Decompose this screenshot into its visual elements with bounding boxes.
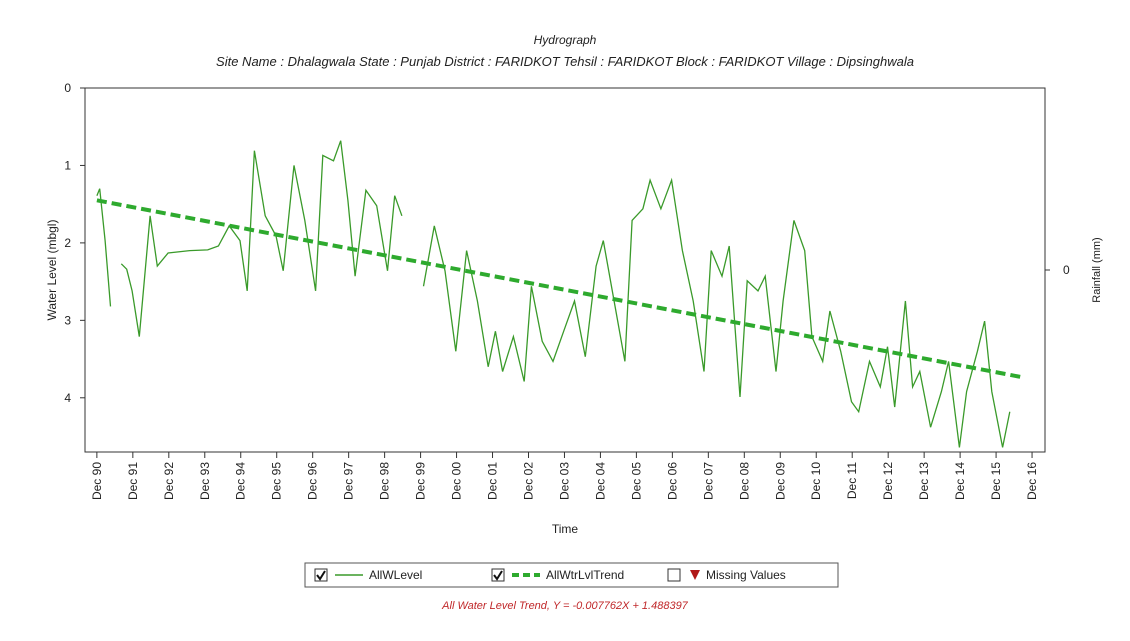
legend-checkbox[interactable] — [667, 568, 681, 582]
y-tick-label: 0 — [64, 81, 71, 95]
x-tick-label: Dec 09 — [773, 462, 787, 500]
x-tick-label: Dec 04 — [593, 462, 607, 500]
plot-area — [84, 87, 1046, 453]
x-tick-label: Dec 94 — [234, 462, 248, 500]
x-tick-label: Dec 08 — [737, 462, 751, 500]
y-tick-label: 2 — [64, 236, 71, 250]
y2-axis-label: Rainfall (mm) — [1091, 237, 1103, 302]
legend-missing-marker — [690, 570, 700, 580]
legend-check — [493, 570, 503, 581]
y-tick-label: 1 — [64, 158, 71, 172]
y2-tick-label: 0 — [1063, 263, 1070, 277]
legend-box — [304, 562, 839, 588]
x-tick-label: Dec 15 — [989, 462, 1003, 500]
x-tick-label: Dec 92 — [162, 462, 176, 500]
y-tick-label: 4 — [64, 391, 71, 405]
x-tick-label: Dec 13 — [917, 462, 931, 500]
x-tick-label: Dec 97 — [342, 462, 356, 500]
chart-title: Hydrograph — [534, 33, 597, 47]
x-tick-label: Dec 90 — [90, 462, 104, 500]
x-tick-label: Dec 05 — [629, 462, 643, 500]
x-tick-label: Dec 93 — [198, 462, 212, 500]
y-axis-label: Water Level (mbgl) — [45, 220, 59, 321]
x-tick-label: Dec 99 — [414, 462, 428, 500]
x-tick-label: Dec 95 — [270, 462, 284, 500]
footnote: All Water Level Trend, Y = -0.007762X + … — [441, 600, 689, 612]
trend-line — [96, 198, 1021, 379]
x-tick-label: Dec 96 — [306, 462, 320, 500]
x-axis-label: Time — [552, 522, 579, 536]
x-tick-label: Dec 01 — [486, 462, 500, 500]
x-tick-label: Dec 11 — [845, 462, 859, 499]
legend-label: AllWLevel — [369, 568, 422, 582]
x-tick-label: Dec 02 — [521, 462, 535, 500]
water-level-line — [96, 140, 1011, 448]
y-tick-label: 3 — [64, 313, 71, 327]
x-tick-label: Dec 98 — [378, 462, 392, 500]
x-tick-label: Dec 00 — [450, 462, 464, 500]
legend-label: Missing Values — [706, 568, 786, 582]
x-tick-label: Dec 91 — [126, 462, 140, 500]
chart-subtitle: Site Name : Dhalagwala State : Punjab Di… — [216, 54, 914, 69]
x-tick-label: Dec 03 — [557, 462, 571, 500]
legend-label: AllWtrLvlTrend — [546, 568, 624, 582]
legend-check — [316, 570, 326, 581]
x-tick-label: Dec 12 — [881, 462, 895, 500]
x-tick-label: Dec 06 — [665, 462, 679, 500]
x-tick-label: Dec 07 — [701, 462, 715, 500]
x-tick-label: Dec 14 — [953, 462, 967, 500]
x-tick-label: Dec 10 — [809, 462, 823, 500]
x-tick-label: Dec 16 — [1025, 462, 1039, 500]
